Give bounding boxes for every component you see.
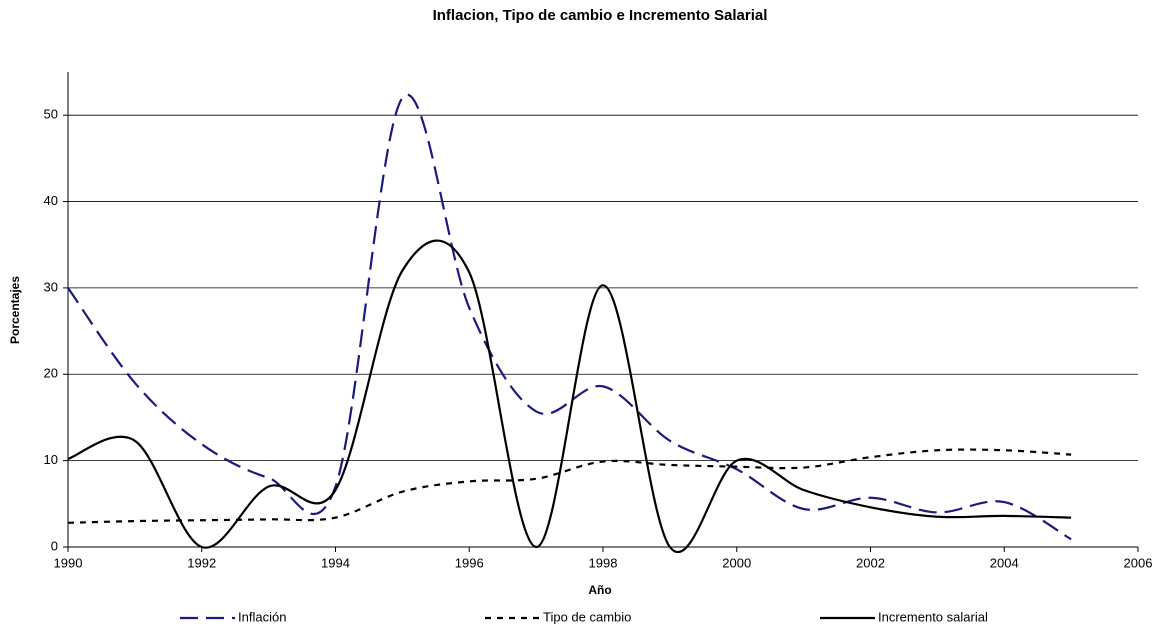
series-line bbox=[67, 448, 1072, 524]
y-tick-label: 10 bbox=[44, 452, 58, 467]
y-axis-label: Porcentajes bbox=[8, 276, 22, 344]
x-tick-label: 2000 bbox=[722, 555, 751, 570]
x-tick-label: 2002 bbox=[856, 555, 885, 570]
chart-title: Inflacion, Tipo de cambio e Incremento S… bbox=[433, 7, 768, 24]
y-tick-label: 50 bbox=[44, 107, 58, 122]
x-tick-label: 1990 bbox=[54, 555, 83, 570]
x-tick-label: 1996 bbox=[455, 555, 484, 570]
y-tick-label: 30 bbox=[44, 279, 58, 294]
y-tick-label: 0 bbox=[51, 538, 58, 553]
x-tick-label: 2004 bbox=[990, 555, 1019, 570]
y-tick-label: 40 bbox=[44, 193, 58, 208]
series-line bbox=[67, 93, 1072, 541]
x-tick-label: 1992 bbox=[187, 555, 216, 570]
x-axis-label: Año bbox=[588, 583, 611, 597]
y-tick-label: 20 bbox=[44, 366, 58, 381]
series-line bbox=[67, 239, 1072, 554]
x-tick-label: 1998 bbox=[589, 555, 618, 570]
legend-label: Inflación bbox=[238, 609, 286, 624]
x-tick-label: 2006 bbox=[1124, 555, 1153, 570]
legend-label: Tipo de cambio bbox=[543, 609, 631, 624]
legend-label: Incremento salarial bbox=[878, 609, 988, 624]
x-tick-label: 1994 bbox=[321, 555, 350, 570]
